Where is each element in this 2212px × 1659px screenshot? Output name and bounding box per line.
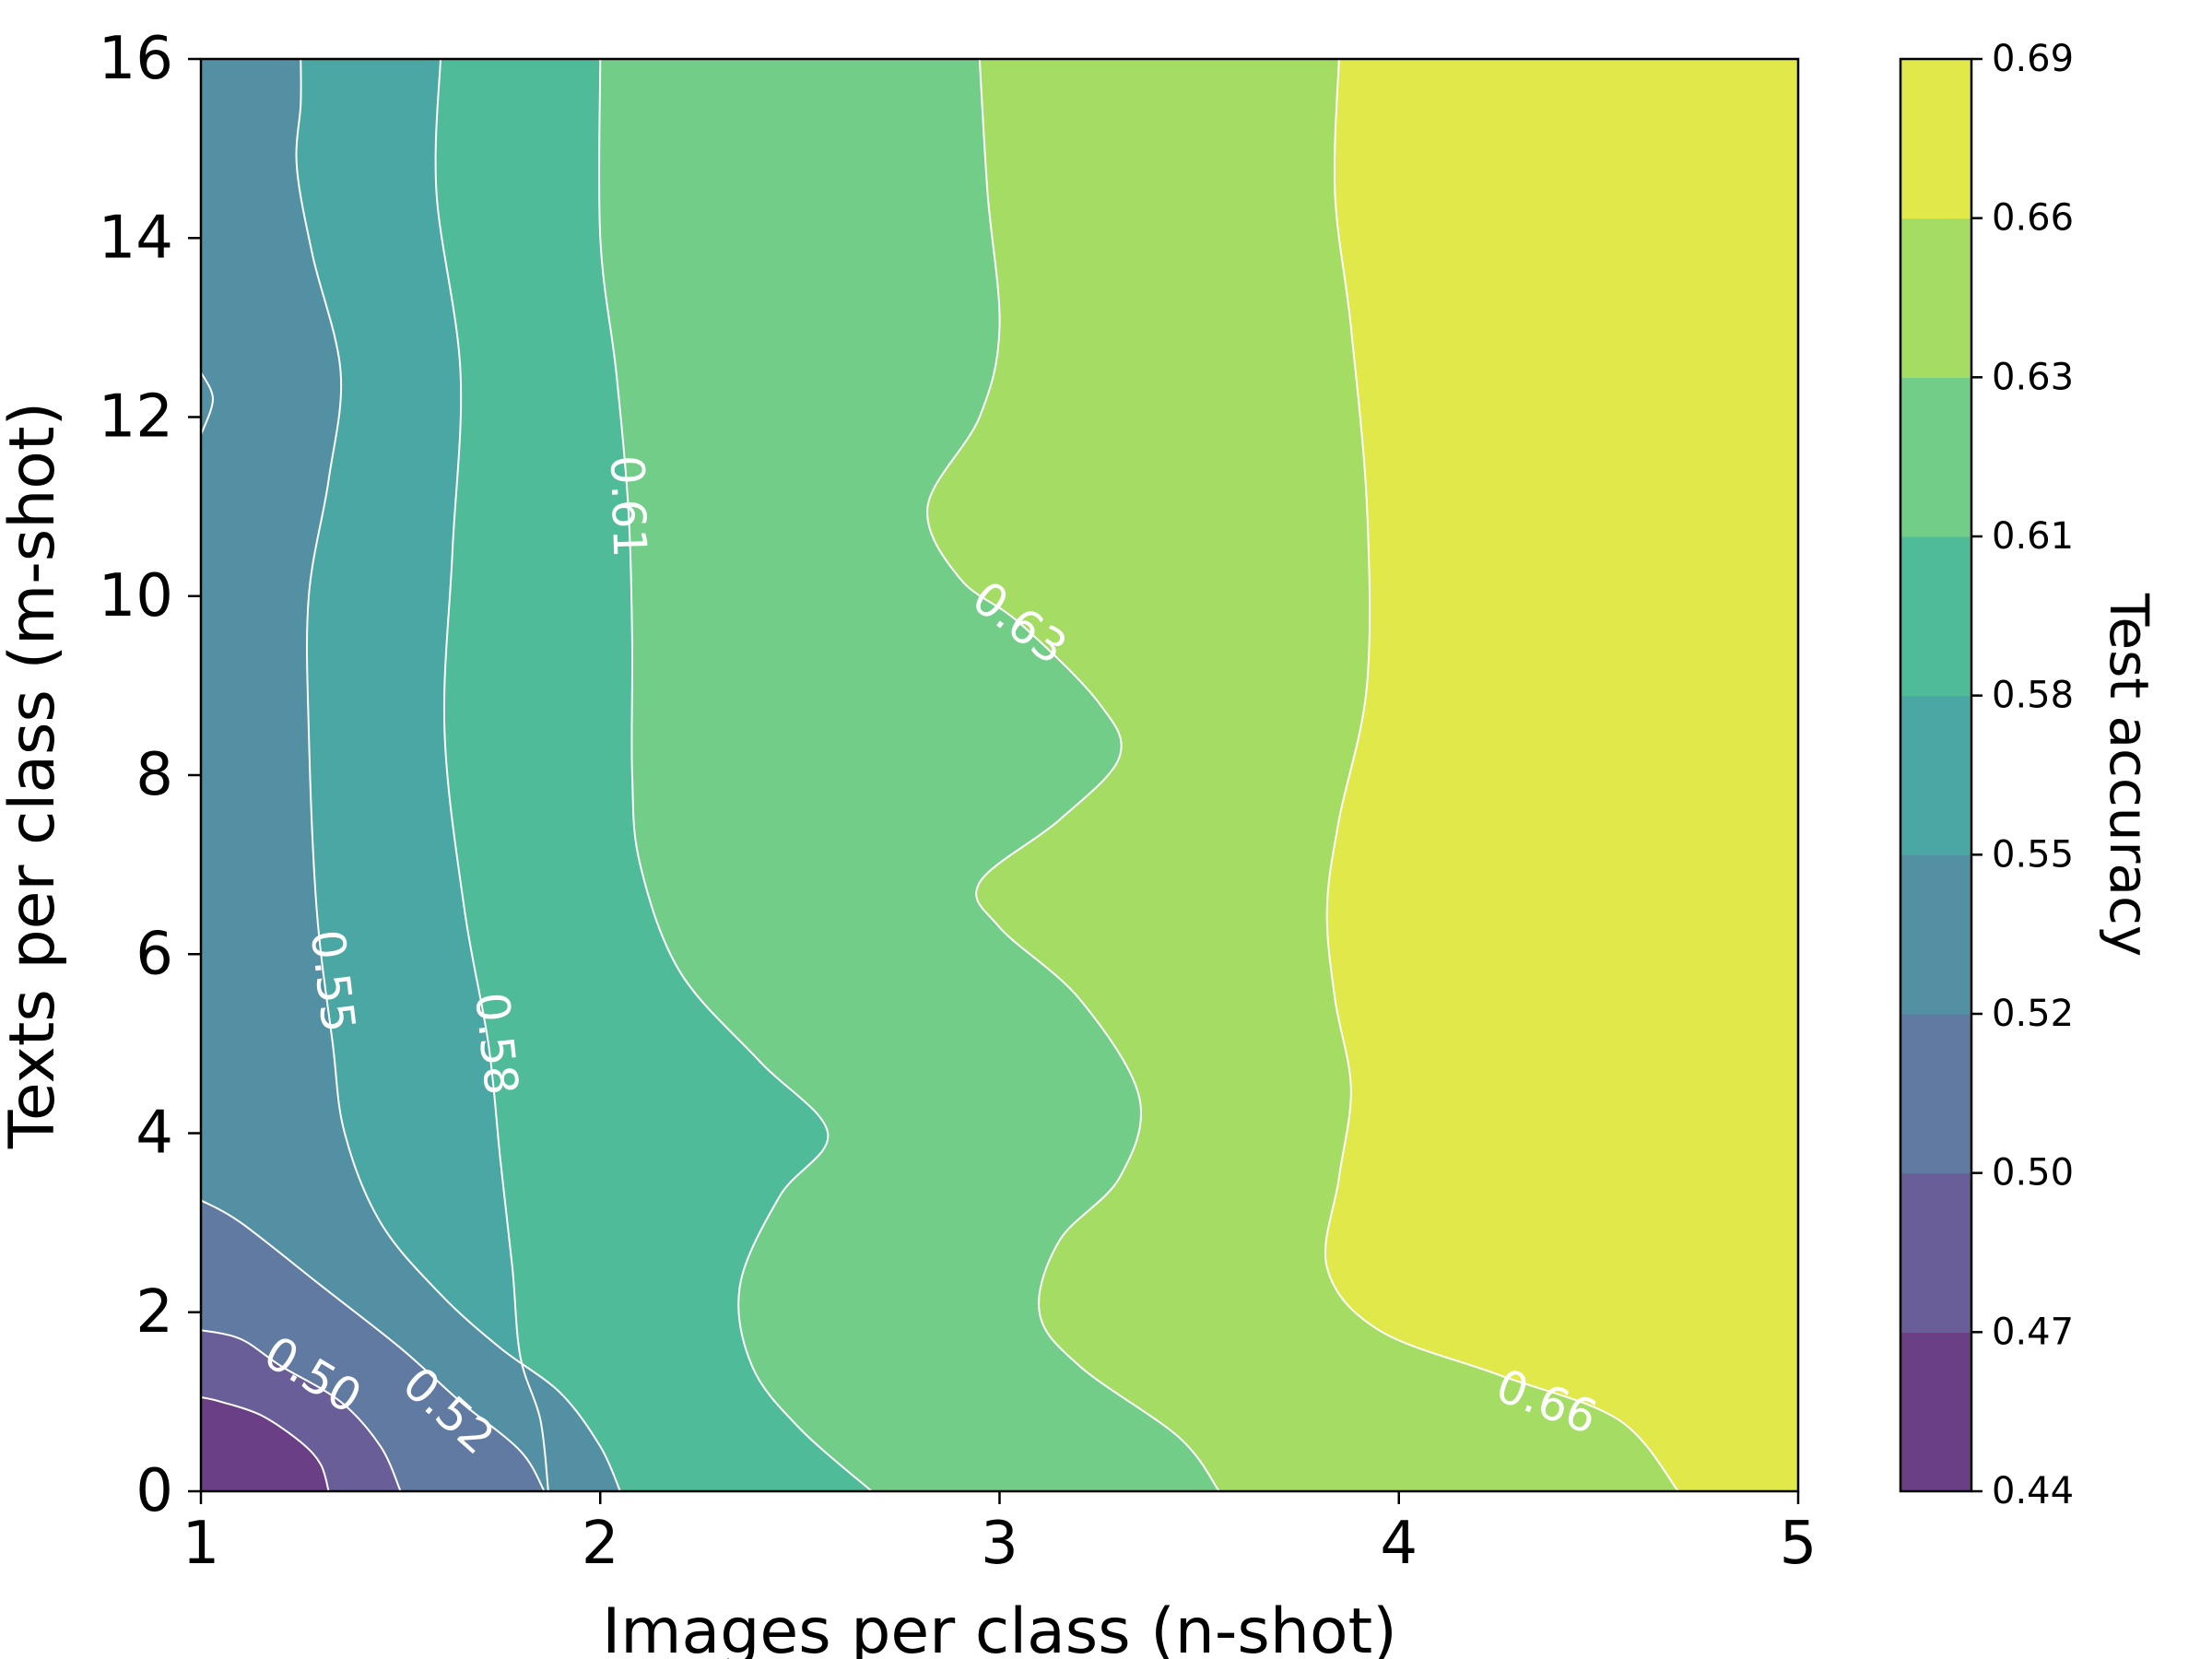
colorbar-tick-label: 0.50 <box>1992 1152 2074 1194</box>
contour-label: 0.58 <box>465 990 528 1098</box>
contour-label-text: 0.61 <box>600 454 656 559</box>
colorbar-band <box>1900 1332 1971 1492</box>
contour-label: 0.55 <box>300 927 366 1035</box>
colorbar-tick-label: 0.44 <box>1992 1470 2074 1512</box>
y-tick-label: 4 <box>135 1100 173 1168</box>
x-tick-label: 1 <box>182 1510 220 1578</box>
contour-line <box>434 59 549 1491</box>
colorbar-band <box>1900 377 1971 537</box>
y-tick-label: 12 <box>99 383 173 452</box>
x-tick-label: 3 <box>981 1510 1018 1578</box>
contour-line <box>1324 59 1679 1491</box>
y-tick-label: 10 <box>99 562 173 630</box>
y-tick-label: 6 <box>135 920 173 988</box>
contour-label-text: 0.58 <box>465 990 528 1098</box>
colorbar-tick-label: 0.69 <box>1992 38 2074 80</box>
colorbar: 0.44 0.47 0.50 0.52 0.55 0.58 0.61 0.63 0.66 0.69 <box>1899 38 2074 1512</box>
y-tick-label: 8 <box>135 741 173 809</box>
colorbar-tick-label: 0.58 <box>1992 675 2074 717</box>
colorbar-band <box>1900 695 1971 855</box>
x-tick-label: 5 <box>1780 1510 1818 1578</box>
contour-label-text: 0.55 <box>300 927 366 1035</box>
contour-line <box>598 59 873 1491</box>
contour-fill-layer <box>201 59 1798 1491</box>
x-axis: 1 2 3 4 5 <box>182 1491 1818 1578</box>
colorbar-tick-label: 0.63 <box>1992 356 2074 398</box>
y-tick-label: 0 <box>135 1457 173 1525</box>
colorbar-band <box>1900 1172 1971 1333</box>
colorbar-band <box>1900 854 1971 1015</box>
colorbar-tick-label: 0.55 <box>1992 833 2074 876</box>
y-axis-title: Texts per class (m-shot) <box>0 402 69 1149</box>
contour-line <box>201 1396 330 1491</box>
colorbar-tick-label: 0.61 <box>1992 515 2074 558</box>
contour-lines-layer <box>201 59 1679 1491</box>
y-tick-label: 2 <box>135 1278 173 1347</box>
colorbar-band <box>1900 536 1971 697</box>
contour-label: 0.61 <box>600 454 656 559</box>
colorbar-tick-label: 0.47 <box>1992 1311 2074 1353</box>
colorbar-band <box>1900 1014 1971 1174</box>
y-axis: 0 2 4 6 8 10 12 14 16 <box>99 25 201 1525</box>
contour-line <box>201 1329 402 1491</box>
contour-line <box>201 1199 546 1491</box>
colorbar-band <box>1900 59 1971 219</box>
y-tick-label: 16 <box>99 25 173 93</box>
x-tick-label: 2 <box>582 1510 619 1578</box>
colorbar-frame <box>1899 57 1973 1493</box>
contour-line <box>295 59 621 1491</box>
contour-line <box>926 59 1220 1491</box>
y-tick-label: 14 <box>99 204 173 272</box>
x-tick-label: 4 <box>1380 1510 1418 1578</box>
contour-line <box>201 371 215 436</box>
x-axis-title: Images per class (n-shot) <box>602 1595 1396 1659</box>
colorbar-band <box>1900 218 1971 378</box>
colorbar-title: Test accuracy <box>2098 593 2160 957</box>
colorbar-tick-label: 0.66 <box>1992 197 2074 240</box>
colorbar-tick-label: 0.52 <box>1992 993 2074 1035</box>
